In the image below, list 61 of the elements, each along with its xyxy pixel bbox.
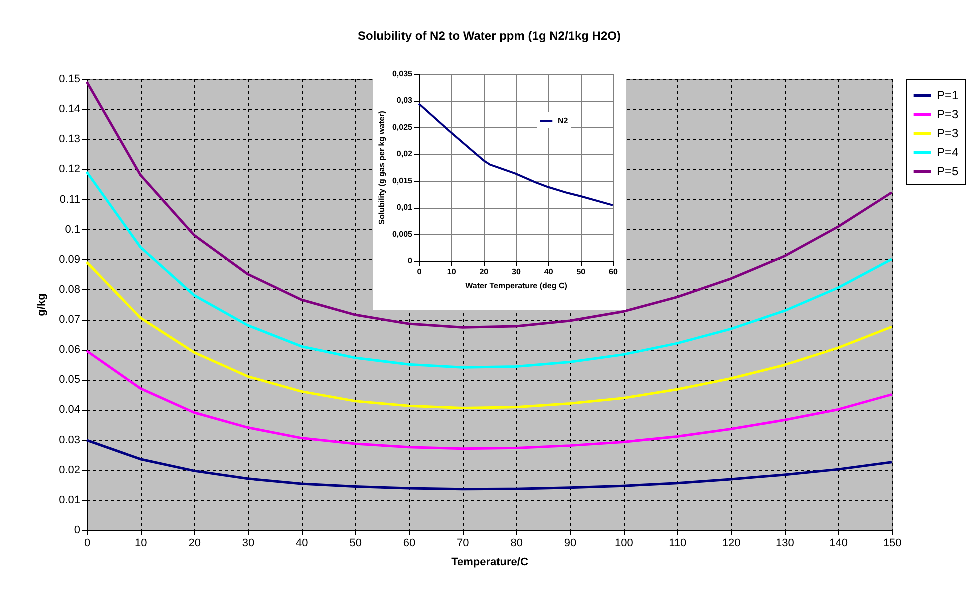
y-tick-label: 0.08 (59, 284, 80, 296)
y-tick-label: 0.01 (59, 494, 80, 506)
y-tick-label: 0.15 (59, 74, 80, 86)
y-tick-label: 0 (408, 256, 414, 266)
legend-label: P=5 (937, 164, 960, 178)
x-tick-label: 110 (669, 538, 687, 550)
legend-label: N2 (558, 116, 569, 126)
x-tick-label: 120 (722, 538, 741, 550)
x-tick-label: 40 (296, 538, 308, 550)
x-tick-label: 80 (510, 538, 523, 550)
line-series (418, 102, 614, 206)
x-tick-label: 10 (447, 268, 457, 276)
y-tick-label: 0,035 (392, 70, 414, 78)
y-tick-label: 0 (74, 524, 80, 536)
x-axis-title: Water Temperature (deg C) (466, 282, 568, 290)
y-axis-title: Solubility (g gas per kg water) (377, 110, 386, 225)
y-tick-label: 0.05 (59, 374, 80, 386)
y-tick-label: 0.14 (59, 104, 80, 116)
x-axis-title: Temperature/C (452, 556, 528, 568)
y-tick-label: 0.07 (59, 314, 80, 326)
chart-title: Solubility of N2 to Water ppm (1g N2/1kg H2O) (358, 29, 621, 43)
x-tick-label: 10 (135, 538, 148, 550)
y-tick-label: 0.12 (59, 164, 80, 176)
x-tick-label: 50 (350, 538, 362, 550)
x-tick-label: 0 (84, 538, 91, 550)
line-series (86, 439, 894, 491)
x-tick-label: 70 (457, 538, 470, 550)
x-tick-label: 150 (883, 538, 902, 550)
y-tick-label: 0.04 (59, 404, 80, 416)
x-tick-label: 130 (776, 538, 794, 550)
legend-label: P=3 (937, 126, 960, 140)
y-tick-label: 0.02 (59, 464, 80, 476)
y-tick-label: 0.11 (60, 194, 80, 206)
x-tick-label: 90 (564, 538, 577, 550)
y-tick-label: 0,03 (396, 96, 414, 106)
x-tick-label: 20 (188, 538, 201, 550)
x-tick-label: 60 (609, 268, 618, 276)
legend-label: P=4 (937, 146, 960, 160)
x-tick-label: 100 (614, 538, 634, 550)
x-tick-label: 60 (403, 538, 416, 550)
y-tick-label: 0,015 (392, 176, 414, 186)
y-tick-label: 0,02 (396, 150, 414, 159)
y-axis-title: g/kg (36, 294, 48, 316)
y-tick-label: 0.06 (59, 344, 80, 356)
x-tick-label: 20 (480, 268, 490, 276)
x-tick-label: 40 (544, 268, 554, 276)
x-tick-label: 30 (512, 268, 522, 276)
y-tick-label: 0.13 (59, 134, 80, 146)
y-tick-label: 0,005 (392, 230, 414, 239)
y-tick-label: 0.09 (59, 254, 80, 266)
legend-label: P=1 (937, 88, 960, 102)
y-tick-label: 0.1 (65, 224, 80, 236)
legend-label: P=3 (937, 108, 960, 122)
x-tick-label: 0 (417, 268, 422, 276)
x-tick-label: 50 (576, 268, 586, 276)
y-tick-label: 0,01 (396, 203, 414, 212)
line-series (86, 350, 894, 450)
x-tick-label: 140 (830, 538, 848, 550)
y-tick-label: 0.03 (59, 434, 80, 446)
y-tick-label: 0,025 (392, 122, 414, 132)
x-tick-label: 30 (242, 538, 255, 550)
